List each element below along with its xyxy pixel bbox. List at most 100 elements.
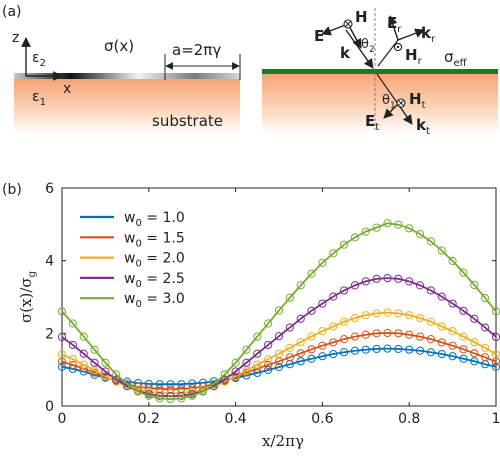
incident-H-cross: [345, 21, 351, 27]
data-point: [101, 372, 110, 381]
data-point: [329, 292, 338, 301]
data-point: [318, 352, 327, 361]
legend-label: w0 = 1.5: [124, 230, 185, 249]
data-point: [372, 344, 381, 354]
data-point: [383, 344, 392, 353]
data-point: [253, 360, 262, 369]
data-point: [231, 367, 240, 376]
data-point: [459, 332, 468, 341]
conductivity-strip: [14, 73, 240, 79]
data-point: [426, 317, 435, 326]
data-point: [415, 281, 425, 290]
data-point: [394, 220, 403, 229]
data-point: [264, 355, 273, 364]
axis-z-label: z: [12, 30, 19, 46]
sigma-eff-label: σeff: [444, 48, 468, 69]
data-point: [155, 380, 164, 389]
y-axis-title: σ(x)/σg: [17, 270, 38, 323]
transmitted-H-label: Ht: [409, 90, 426, 111]
data-point: [144, 391, 153, 400]
axis-x-label: x: [63, 81, 71, 97]
data-point: [68, 355, 77, 364]
epsilon-1-label: ε1: [32, 89, 46, 108]
data-point: [296, 337, 305, 347]
data-point: [318, 299, 327, 308]
data-point: [329, 338, 338, 347]
substrate-left: [14, 78, 240, 134]
data-point: [437, 322, 446, 331]
legend-label: w0 = 2.5: [124, 271, 185, 290]
data-point: [307, 332, 316, 341]
data-point: [340, 317, 349, 326]
x-axis-title: x/2πγ: [262, 432, 304, 450]
data-point: [57, 350, 67, 359]
data-point: [405, 345, 414, 354]
theta-2-label: θ2: [361, 37, 375, 55]
data-point: [470, 357, 479, 366]
data-point: [133, 387, 143, 396]
data-point: [372, 309, 381, 318]
reflected-k-arrow: [397, 28, 425, 41]
reflected-E-label: Er: [387, 14, 402, 35]
period-label: a=2πγ: [172, 41, 221, 59]
data-point: [405, 330, 414, 339]
data-point: [459, 354, 468, 363]
data-point: [481, 293, 490, 303]
data-point: [57, 307, 67, 316]
data-point: [264, 360, 273, 370]
data-point: [426, 286, 435, 295]
plot-series: [57, 219, 500, 404]
data-point: [415, 346, 425, 355]
reflected-H-dot: [396, 45, 400, 49]
data-point: [209, 380, 218, 389]
transmitted-E-label: Et: [365, 112, 379, 133]
data-point: [307, 354, 316, 363]
data-point: [242, 345, 251, 354]
sigma-x-label: σ(x): [104, 37, 134, 55]
data-point: [481, 323, 490, 332]
data-point: [274, 349, 284, 358]
incident-E-arrow: [321, 23, 349, 36]
data-point: [350, 346, 360, 355]
data-point: [481, 343, 490, 352]
x-tick-label: 0.4: [224, 411, 246, 427]
data-point: [459, 306, 468, 315]
substrate-label: substrate: [152, 112, 223, 130]
y-tick-label: 0: [45, 399, 54, 415]
legend-label: w0 = 1.0: [124, 210, 185, 229]
data-point: [231, 358, 240, 367]
data-point: [394, 329, 403, 338]
data-point: [68, 360, 77, 370]
data-point: [361, 345, 370, 354]
data-point: [470, 337, 479, 347]
data-point: [220, 370, 229, 379]
data-point: [274, 363, 284, 372]
data-point: [470, 314, 479, 323]
data-point: [274, 306, 284, 315]
data-point: [361, 227, 370, 236]
data-point: [318, 341, 327, 350]
axis-ticks: 0 0.2 0.4 0.6 0.8 1 0 2 4 6: [45, 181, 500, 427]
data-point: [68, 340, 77, 350]
data-point: [264, 365, 273, 375]
data-point: [318, 327, 327, 336]
data-point: [329, 349, 338, 359]
data-point: [177, 394, 186, 403]
data-point: [112, 370, 121, 379]
data-point: [459, 345, 468, 354]
incident-H-label: H: [355, 8, 368, 26]
data-point: [79, 332, 88, 341]
series-4: [57, 219, 500, 404]
data-point: [448, 352, 457, 361]
data-point: [340, 348, 349, 357]
effective-sheet: [262, 69, 498, 74]
incident-k-label: k: [340, 44, 351, 62]
data-point: [437, 292, 446, 301]
panel-a-label: (a): [2, 4, 22, 20]
data-point: [264, 340, 273, 350]
data-point: [405, 224, 414, 233]
x-tick-label: 0.8: [398, 411, 420, 427]
data-point: [383, 274, 392, 283]
data-point: [90, 345, 99, 354]
